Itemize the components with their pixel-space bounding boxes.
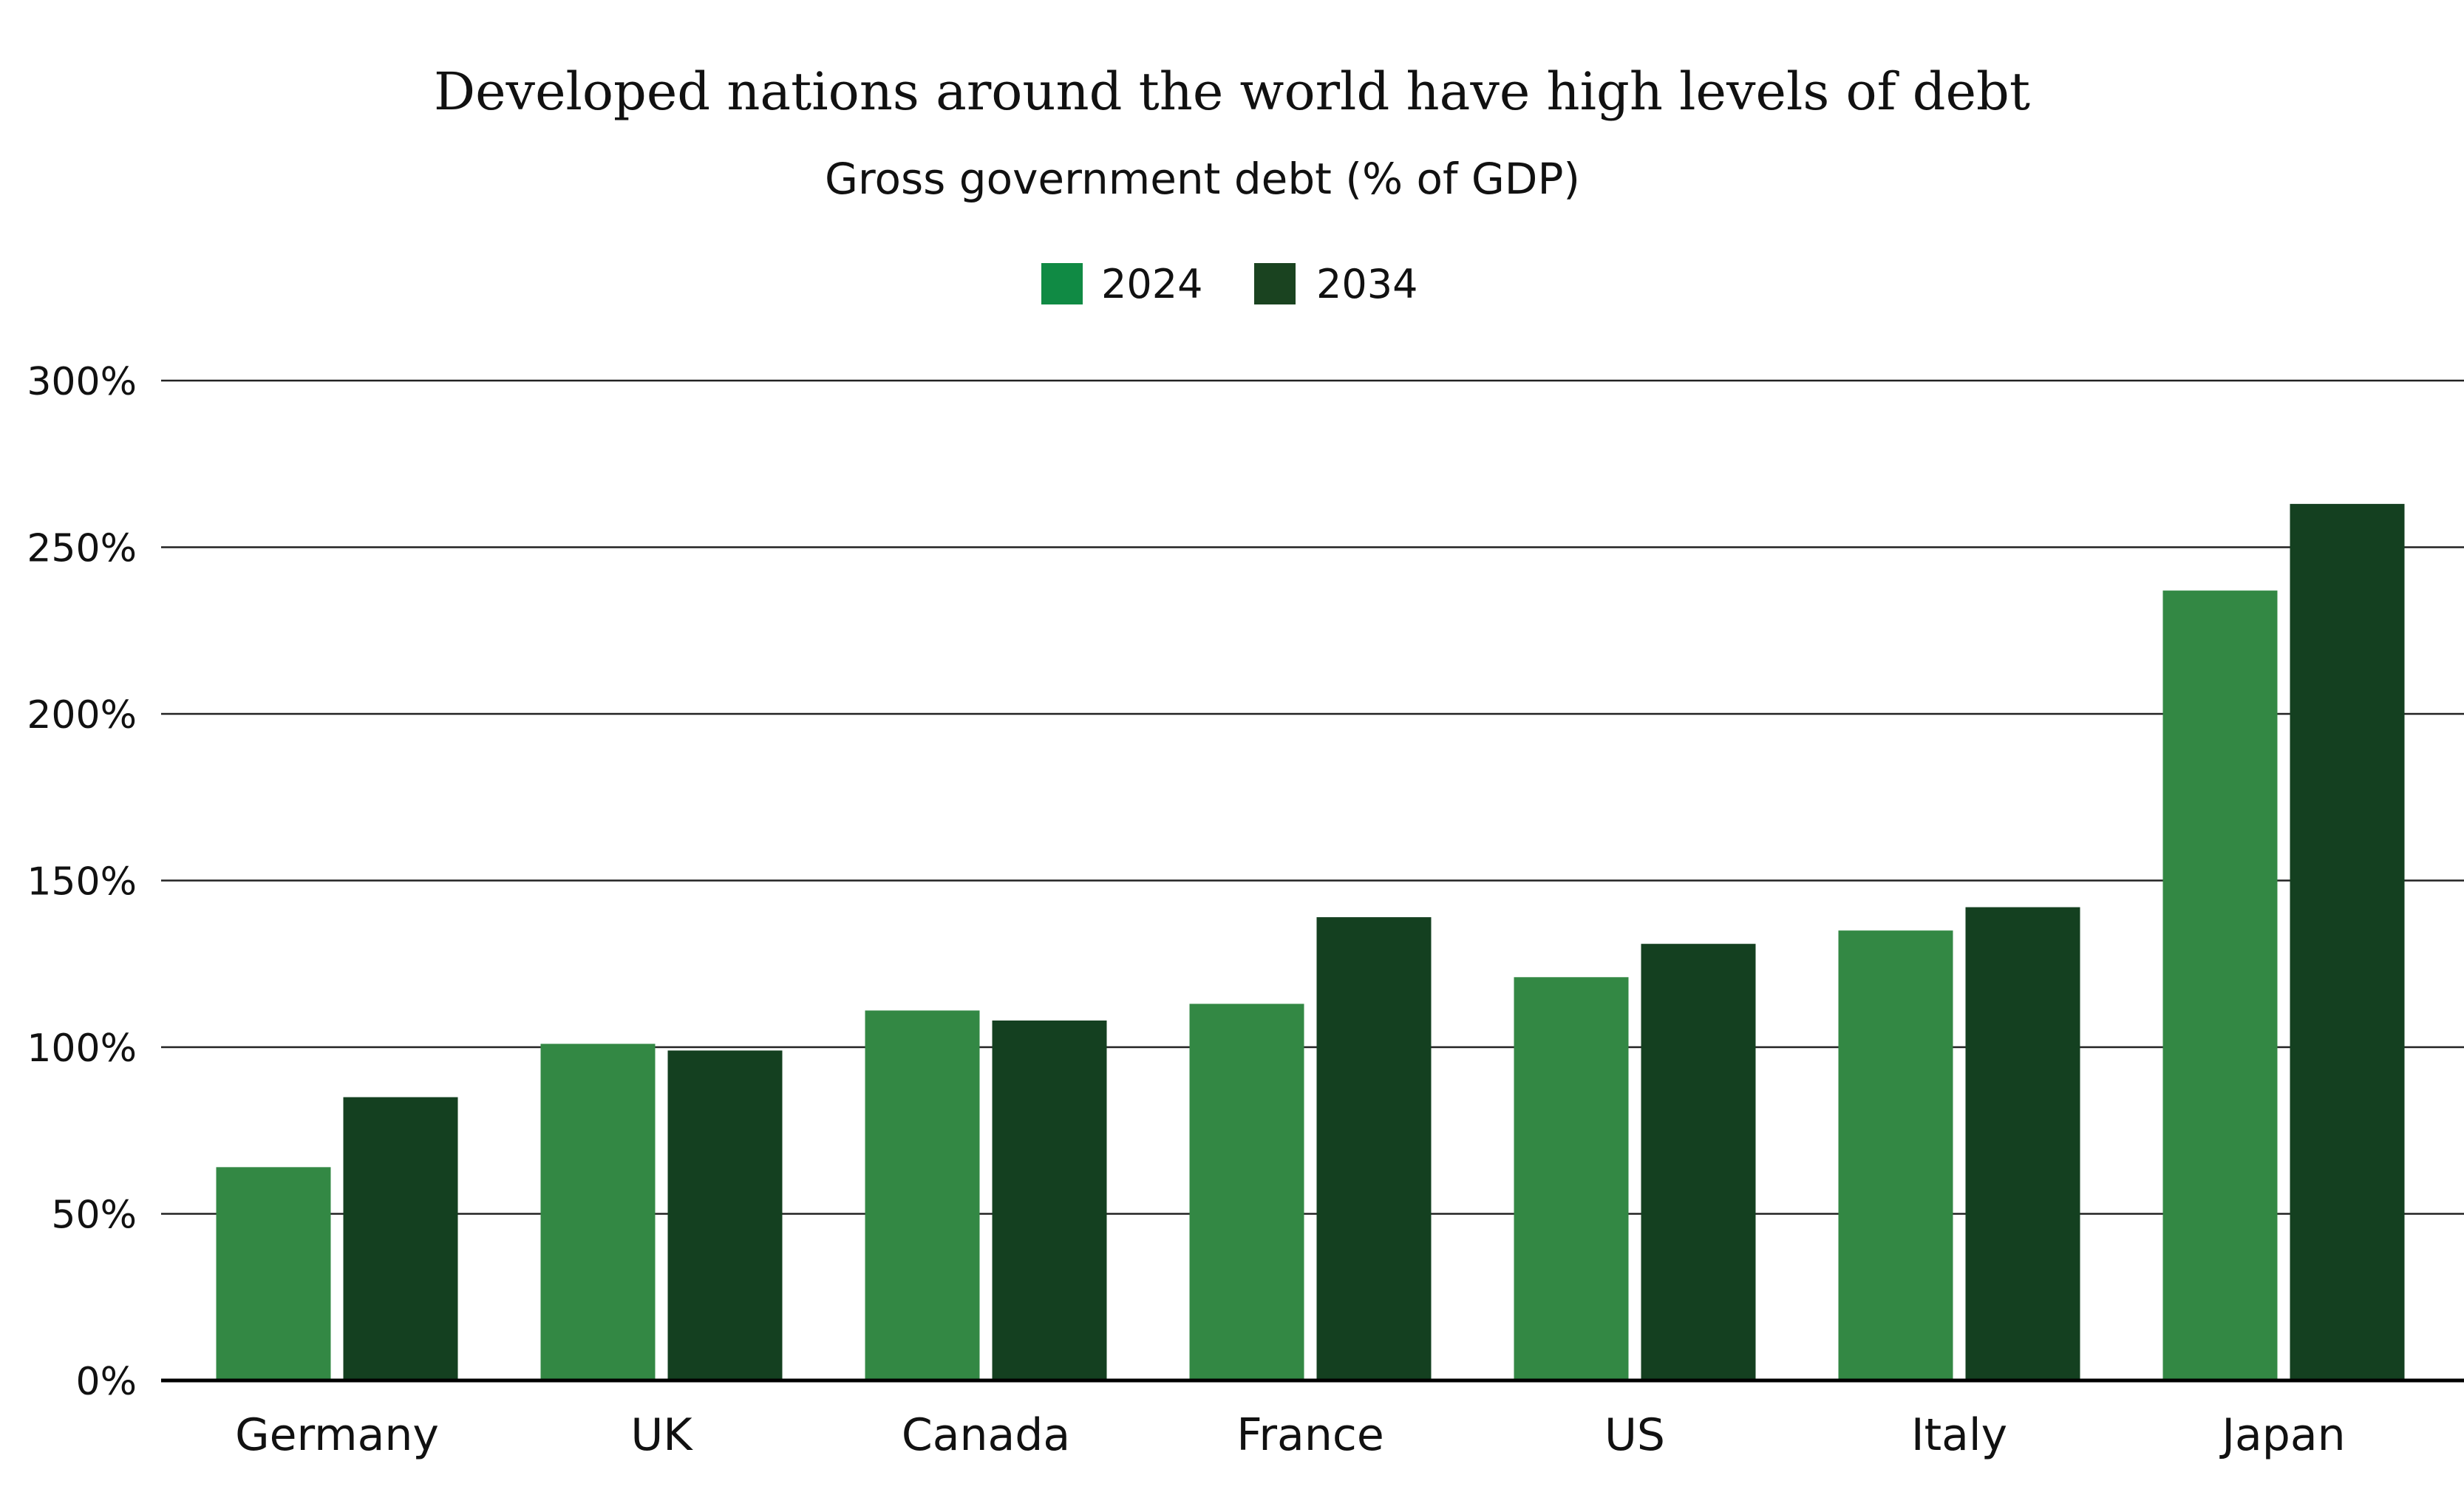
y-tick-label: 300% xyxy=(27,360,137,404)
bar-japan-2034 xyxy=(2290,503,2405,1380)
x-category-label: UK xyxy=(630,1409,693,1461)
x-category-label: Japan xyxy=(2219,1409,2345,1461)
chart-title: Developed nations around the world have … xyxy=(434,61,2030,122)
bar-germany-2024 xyxy=(216,1167,331,1380)
gridlines xyxy=(161,379,2464,1215)
x-category-label: Canada xyxy=(902,1409,1070,1461)
bar-france-2034 xyxy=(1316,917,1432,1380)
bar-canada-2034 xyxy=(992,1020,1107,1380)
x-category-label: Italy xyxy=(1911,1409,2007,1461)
legend-label-2024: 2024 xyxy=(1101,261,1202,307)
y-tick-label: 250% xyxy=(27,527,137,571)
bar-germany-2034 xyxy=(343,1097,458,1380)
bar-us-2034 xyxy=(1641,944,1756,1380)
chart-subtitle: Gross government debt (% of GDP) xyxy=(825,154,1580,204)
bar-italy-2034 xyxy=(1965,907,2080,1380)
y-tick-label: 100% xyxy=(27,1026,137,1071)
y-tick-label: 150% xyxy=(27,860,137,905)
y-tick-label: 50% xyxy=(51,1193,137,1238)
legend-swatch-2034 xyxy=(1254,263,1296,304)
bar-uk-2034 xyxy=(667,1050,783,1380)
bar-japan-2024 xyxy=(2162,590,2278,1380)
bar-canada-2024 xyxy=(865,1010,980,1380)
legend-label-2034: 2034 xyxy=(1316,261,1418,307)
y-tick-label: 200% xyxy=(27,693,137,738)
x-category-label: Germany xyxy=(235,1409,439,1461)
y-tick-label: 0% xyxy=(76,1360,137,1404)
x-category-label: France xyxy=(1236,1409,1384,1461)
bars xyxy=(216,503,2405,1380)
bar-italy-2024 xyxy=(1838,930,1953,1380)
x-axis-category-labels: Germany UK Canada France US Italy Japan xyxy=(235,1409,2346,1461)
legend-swatch-2024 xyxy=(1041,263,1083,304)
y-axis-tick-labels: 0% 50% 100% 150% 200% 250% 300% xyxy=(27,360,137,1404)
x-category-label: US xyxy=(1604,1409,1665,1461)
bar-uk-2024 xyxy=(540,1043,656,1380)
legend: 2024 2034 xyxy=(1041,261,1418,307)
bar-us-2024 xyxy=(1514,977,1629,1380)
bar-france-2024 xyxy=(1189,1004,1304,1380)
